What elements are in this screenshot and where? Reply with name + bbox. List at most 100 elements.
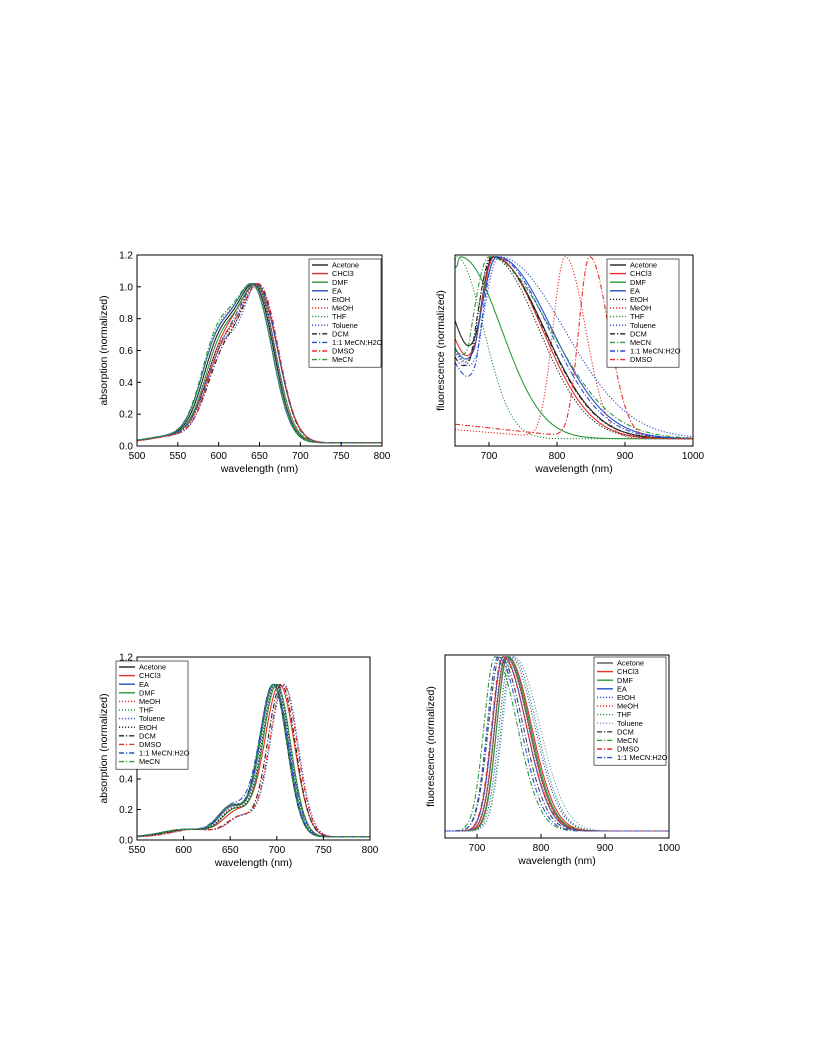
chart-bottom-right: 700 800 900 1000 wavelength (nm) fluorescence… — [420, 647, 681, 892]
legend-label-dcm: DCM — [332, 329, 349, 338]
legend-label-meoh: MeOH — [332, 304, 353, 313]
legend-label-dmso: DMSO — [630, 355, 652, 364]
x-tick-label: 750 — [333, 451, 350, 462]
y-axis-title: absorption (normalized) — [98, 295, 110, 405]
x-tick-label: 800 — [533, 843, 550, 854]
x-tick-label: 800 — [362, 845, 379, 856]
legend-box — [115, 660, 189, 770]
legend-label-chcl3: CHCl3 — [630, 269, 652, 278]
x-tick-label: 550 — [129, 845, 146, 856]
fluorescence-chart-2: 700 800 900 1000 wavelength (nm) fluorescence… — [425, 654, 681, 867]
series-group — [455, 256, 693, 440]
legend-label-dmso: DMSO — [139, 740, 161, 749]
x-tick-label: 750 — [315, 845, 332, 856]
legend-label-ea: EA — [139, 680, 149, 689]
legend-label-etoh: EtOH — [139, 723, 157, 732]
series-group — [137, 283, 382, 444]
y-tick-label: 1.2 — [119, 251, 133, 262]
y-axis-title: fluorescence (normalized) — [425, 686, 437, 807]
legend-box — [606, 258, 680, 368]
y-tick-label: 0.4 — [119, 378, 133, 389]
chart-bottom-left: 5506006507007508000.00.20.40.60.81.01.2w… — [95, 647, 385, 892]
legend-label-dmf: DMF — [139, 688, 155, 697]
legend: AcetoneCHCl3DMFEAEtOHMeOHTHFTolueneDCMMe… — [593, 656, 668, 766]
series-line-dmf — [455, 256, 693, 440]
absorption-chart-2: 5506006507007508000.00.20.40.60.81.01.2w… — [98, 653, 379, 870]
legend-label-dmf: DMF — [332, 278, 348, 287]
legend-label-thf: THF — [139, 706, 154, 715]
legend-label-toluene: Toluene — [617, 719, 643, 728]
x-axis-title: wavelength (nm) — [220, 463, 299, 475]
series-line-etoh — [137, 683, 370, 838]
chart-top-left: 500 550 600 650 700 750 800 0.0 0.2 0.4 0.6 0.8 1.0 1… — [95, 245, 395, 490]
x-tick-label: 550 — [169, 451, 186, 462]
x-tick-label: 900 — [617, 451, 634, 462]
legend-label-meoh: MeOH — [630, 304, 651, 313]
legend-label-ea: EA — [617, 684, 627, 693]
legend-label-etoh: EtOH — [617, 693, 635, 702]
legend-label-mecn: MeCN — [139, 757, 160, 766]
legend-label-thf: THF — [332, 312, 347, 321]
y-tick-label: 0.0 — [119, 442, 133, 453]
x-tick-label: 650 — [251, 451, 268, 462]
plot-frame — [454, 254, 694, 447]
series-line-ea — [455, 256, 693, 439]
series-group — [137, 683, 370, 838]
legend: AcetoneCHCl3EADMFMeOHTHFTolueneEtOHDCMDM… — [115, 660, 190, 770]
y-tick-label: 0.2 — [119, 410, 133, 421]
legend-label-dcm: DCM — [617, 727, 634, 736]
legend-label-mecn: MeCN — [617, 736, 638, 745]
series-line-dcm — [445, 656, 669, 832]
legend-label-mecn: MeCN — [332, 355, 353, 364]
legend-label-acetone: Acetone — [139, 663, 166, 672]
legend: AcetoneCHCl3DMFEAEtOHMeOHTHFTolueneDCM1:… — [308, 258, 383, 368]
x-tick-label: 700 — [292, 451, 309, 462]
x-tick-label: 700 — [268, 845, 285, 856]
legend-label-acetone: Acetone — [630, 261, 657, 270]
y-tick-label: 0.8 — [119, 314, 133, 325]
legend-label-chcl3: CHCl3 — [139, 671, 161, 680]
legend-label-etoh: EtOH — [332, 295, 350, 304]
chart-top-right: 700 800 900 1000 wavelength (nm) fluorescence… — [430, 245, 710, 490]
legend-label-dmso: DMSO — [332, 347, 354, 356]
legend-label-1-1-mecn-h2o: 1:1 MeCN:H2O — [139, 749, 190, 758]
legend-label-dmf: DMF — [630, 278, 646, 287]
legend-label-1-1-mecn-h2o: 1:1 MeCN:H2O — [617, 753, 668, 762]
legend-box — [593, 656, 667, 766]
series-line-dmso — [137, 283, 382, 444]
x-tick-label: 600 — [175, 845, 192, 856]
legend-box — [308, 258, 382, 368]
series-line-meoh — [455, 256, 693, 440]
y-tick-label: 0.6 — [119, 346, 133, 357]
series-line-dmso — [455, 256, 693, 440]
legend-label-meoh: MeOH — [139, 697, 160, 706]
legend-label-dmso: DMSO — [617, 745, 639, 754]
series-line-mecn — [137, 683, 370, 838]
x-tick-label: 800 — [549, 451, 566, 462]
x-tick-label: 800 — [374, 451, 391, 462]
legend-label-toluene: Toluene — [630, 321, 656, 330]
x-tick-label: 700 — [469, 843, 486, 854]
legend: AcetoneCHCl3DMFEAEtOHMeOHTHFTolueneDCMMe… — [606, 258, 681, 368]
series-line-etoh — [137, 283, 382, 444]
legend-label-etoh: EtOH — [630, 295, 648, 304]
legend-label-1-1-mecn-h2o: 1:1 MeCN:H2O — [630, 347, 681, 356]
legend-label-toluene: Toluene — [139, 714, 165, 723]
legend-label-thf: THF — [617, 710, 632, 719]
x-axis-title: wavelength (nm) — [517, 855, 596, 867]
x-tick-label: 650 — [222, 845, 239, 856]
legend-label-dmf: DMF — [617, 676, 633, 685]
series-group — [445, 656, 669, 832]
legend-label-ea: EA — [332, 286, 342, 295]
fluorescence-chart-1: 700 800 900 1000 wavelength (nm) fluorescence… — [435, 254, 705, 475]
series-line-meoh — [445, 656, 669, 832]
legend-label-acetone: Acetone — [617, 659, 644, 668]
y-tick-label: 1.2 — [119, 653, 133, 664]
legend-label-meoh: MeOH — [617, 702, 638, 711]
y-tick-label: 0.4 — [119, 775, 133, 786]
y-axis-title: fluorescence (normalized) — [435, 290, 447, 411]
legend-label-chcl3: CHCl3 — [332, 269, 354, 278]
legend-label-thf: THF — [630, 312, 645, 321]
x-axis-title: wavelength (nm) — [214, 857, 293, 869]
series-line-1-1-mecn-h2o — [455, 256, 693, 440]
